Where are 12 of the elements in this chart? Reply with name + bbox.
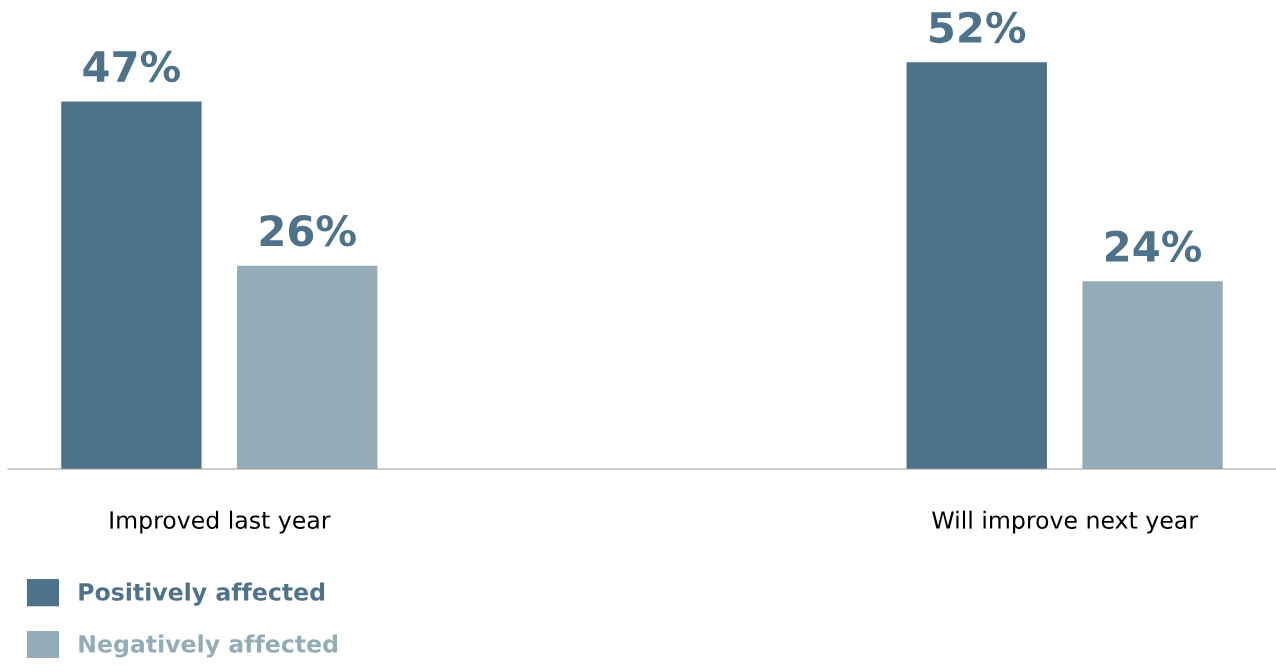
bar bbox=[906, 62, 1047, 469]
data-label: 47% bbox=[83, 50, 180, 83]
legend-label: Negatively affected bbox=[79, 634, 338, 658]
data-label: 24% bbox=[1106, 230, 1202, 263]
bar bbox=[237, 265, 378, 469]
bar bbox=[61, 101, 202, 469]
legend-label: Positively affected bbox=[79, 582, 325, 606]
x-tick-label: Improved last year bbox=[110, 510, 331, 534]
bar bbox=[1082, 281, 1223, 469]
data-label: 26% bbox=[260, 214, 356, 247]
data-label: 52% bbox=[930, 11, 1026, 44]
x-tick-label: Will improve next year bbox=[932, 510, 1198, 534]
